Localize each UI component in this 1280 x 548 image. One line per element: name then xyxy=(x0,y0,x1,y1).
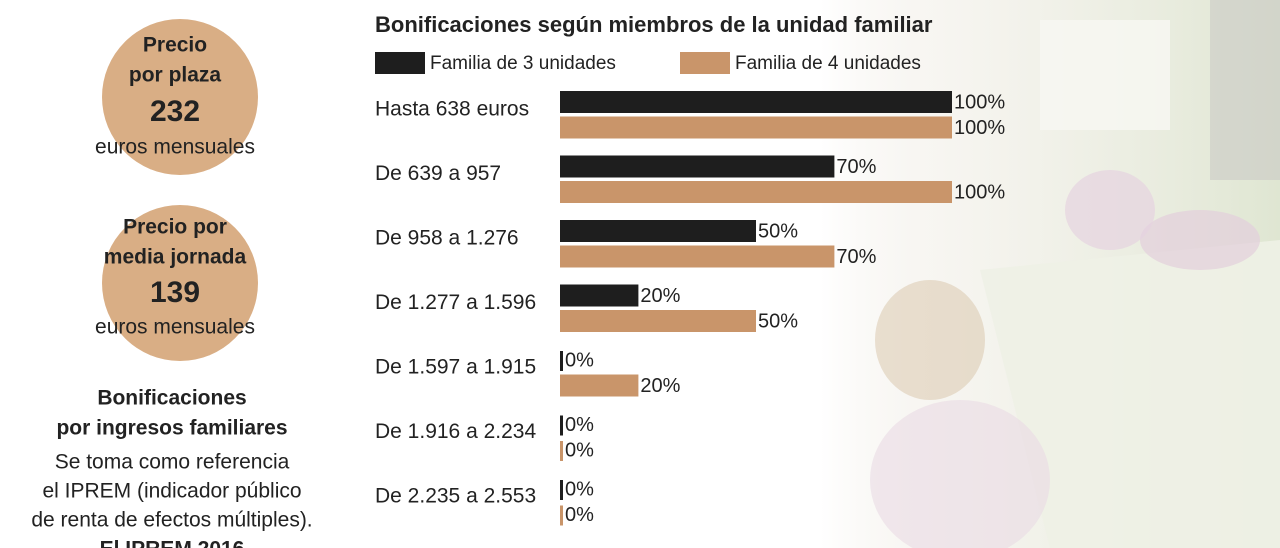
value-label: 100% xyxy=(954,117,1005,139)
legend-label: Familia de 3 unidades xyxy=(430,53,616,74)
bar xyxy=(560,310,756,332)
category-label: De 958 a 1.276 xyxy=(375,227,519,250)
bar xyxy=(560,284,639,307)
body-text: de renta de efectos múltiples). xyxy=(31,509,312,532)
category-label: De 1.916 a 2.234 xyxy=(375,420,536,443)
footer: El IPREM 2016 xyxy=(100,538,245,548)
price-circle xyxy=(102,19,258,175)
value-label: 0% xyxy=(565,439,594,461)
price: 139 xyxy=(150,276,200,309)
category-label: De 1.277 a 1.596 xyxy=(375,291,536,314)
body-text: el IPREM (indicador público xyxy=(42,480,301,503)
value-label: 0% xyxy=(565,478,594,500)
bar xyxy=(560,245,835,268)
price-circle xyxy=(102,205,258,361)
legend-swatch xyxy=(375,52,425,74)
bar xyxy=(560,181,952,203)
body-text: Se toma como referencia xyxy=(55,451,290,474)
value-label: 70% xyxy=(836,246,876,268)
value-label: 50% xyxy=(758,220,798,242)
chart-title: Bonificaciones según miembros de la unid… xyxy=(375,12,933,37)
label: media jornada xyxy=(104,246,247,269)
value-label: 70% xyxy=(836,156,876,178)
legend-label: Familia de 4 unidades xyxy=(735,53,921,74)
heading: Bonificaciones xyxy=(97,387,246,410)
unit: euros mensuales xyxy=(95,136,255,159)
value-label: 0% xyxy=(565,414,594,436)
bar xyxy=(560,116,952,139)
category-label: Hasta 638 euros xyxy=(375,98,529,121)
label: por plaza xyxy=(129,64,222,87)
value-label: 20% xyxy=(640,375,680,397)
bar xyxy=(560,220,756,242)
value-label: 100% xyxy=(954,91,1005,113)
bar xyxy=(560,155,835,178)
value-label: 100% xyxy=(954,181,1005,203)
value-label: 20% xyxy=(640,285,680,307)
unit: euros mensuales xyxy=(95,316,255,339)
label: Precio por xyxy=(123,216,227,239)
category-label: De 1.597 a 1.915 xyxy=(375,356,536,379)
heading: por ingresos familiares xyxy=(56,417,287,440)
value-label: 0% xyxy=(565,504,594,526)
price: 232 xyxy=(150,95,200,128)
background-photo xyxy=(820,0,1280,548)
legend-swatch xyxy=(680,52,730,74)
bar xyxy=(560,374,639,397)
bar xyxy=(560,91,952,113)
label: Precio xyxy=(143,34,207,57)
value-label: 0% xyxy=(565,349,594,371)
category-label: De 639 a 957 xyxy=(375,162,501,185)
category-label: De 2.235 a 2.553 xyxy=(375,485,536,508)
value-label: 50% xyxy=(758,310,798,332)
